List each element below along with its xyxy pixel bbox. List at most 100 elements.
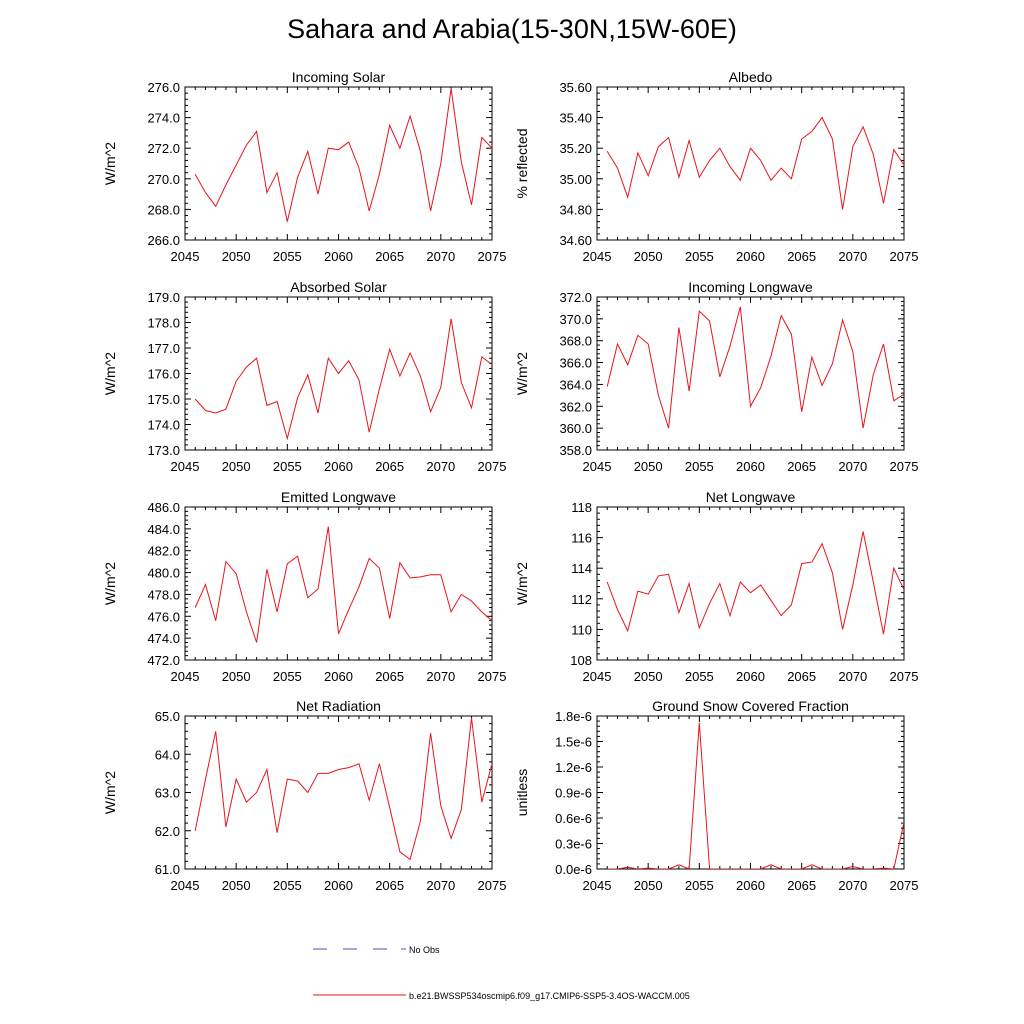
x-tick-label: 2065 [375, 249, 404, 264]
y-tick-label: 35.60 [559, 80, 592, 95]
x-tick-label: 2070 [838, 249, 867, 264]
panel-albedo: 2045 2050 2055 2060 2065 2070 2075 34.60 34.80 35… [514, 69, 918, 264]
y-tick-label: 177.0 [147, 341, 180, 356]
y-tick-label: 61.0 [155, 862, 180, 877]
y-tick-label: 1.8e-6 [555, 709, 592, 724]
y-tick-label: 114 [571, 561, 592, 576]
x-tick-label: 2075 [478, 669, 507, 684]
y-axis-label: W/m^2 [102, 142, 118, 185]
y-tick-label: 474.0 [147, 631, 180, 646]
y-tick-label: 174.0 [147, 418, 180, 433]
x-tick-label: 2075 [890, 459, 919, 474]
x-tick-label: 2070 [838, 669, 867, 684]
x-tick-label: 2055 [273, 669, 302, 684]
plot-frame [184, 506, 493, 661]
series-line [607, 722, 904, 869]
x-tick-label: 2075 [890, 669, 919, 684]
y-tick-label: 0.6e-6 [555, 811, 592, 826]
y-tick-label: 272.0 [147, 141, 180, 156]
x-tick-label: 2055 [685, 459, 714, 474]
y-tick-label: 110 [571, 622, 592, 637]
y-tick-label: 118 [571, 500, 592, 515]
x-tick-label: 2045 [583, 669, 612, 684]
x-tick-label: 2050 [222, 249, 251, 264]
y-axis-label: W/m^2 [102, 352, 118, 395]
y-tick-label: 173.0 [147, 443, 180, 458]
x-tick-label: 2055 [273, 249, 302, 264]
y-tick-label: 360.0 [559, 421, 592, 436]
y-axis-label: W/m^2 [102, 562, 118, 605]
x-tick-label: 2055 [685, 878, 714, 893]
x-tick-label: 2050 [634, 878, 663, 893]
y-tick-label: 486.0 [147, 500, 180, 515]
x-tick-label: 2055 [273, 459, 302, 474]
figure-title: Sahara and Arabia(15-30N,15W-60E) [287, 14, 737, 44]
legend: No Obs b.e21.BWSSP534oscmip6.f09_g17.CMIP… [313, 945, 690, 1001]
y-tick-label: 476.0 [147, 609, 180, 624]
y-tick-label: 116 [571, 531, 592, 546]
plot-frame [184, 715, 493, 870]
x-tick-label: 2055 [685, 669, 714, 684]
x-tick-label: 2045 [171, 459, 200, 474]
y-tick-label: 1.5e-6 [555, 735, 592, 750]
x-tick-label: 2065 [787, 249, 816, 264]
panel-title: Emitted Longwave [281, 489, 396, 505]
legend-model-label: b.e21.BWSSP534oscmip6.f09_g17.CMIP6-SSP5… [409, 991, 690, 1001]
x-tick-label: 2070 [838, 878, 867, 893]
y-tick-label: 35.40 [559, 111, 592, 126]
x-tick-label: 2070 [426, 249, 455, 264]
x-tick-label: 2075 [478, 878, 507, 893]
y-tick-label: 364.0 [559, 377, 592, 392]
x-tick-label: 2045 [583, 459, 612, 474]
x-tick-label: 2060 [324, 878, 353, 893]
y-tick-label: 108 [570, 653, 592, 668]
x-tick-label: 2060 [736, 669, 765, 684]
y-tick-label: 370.0 [559, 312, 592, 327]
x-tick-label: 2045 [583, 249, 612, 264]
series-line [606, 116, 904, 210]
x-tick-label: 2050 [222, 669, 251, 684]
panel-title: Net Radiation [296, 698, 381, 714]
y-tick-label: 64.0 [155, 747, 180, 762]
y-tick-label: 175.0 [147, 392, 180, 407]
panel-title: Ground Snow Covered Fraction [652, 698, 849, 714]
y-axis-label: W/m^2 [514, 562, 530, 605]
y-tick-label: 480.0 [147, 566, 180, 581]
series-line [606, 531, 904, 635]
plot-frame [596, 715, 905, 870]
panel-title: Net Longwave [706, 489, 796, 505]
x-tick-label: 2075 [890, 249, 919, 264]
x-tick-label: 2055 [685, 249, 714, 264]
x-tick-label: 2050 [222, 459, 251, 474]
y-tick-label: 1.2e-6 [555, 760, 592, 775]
x-tick-label: 2060 [736, 459, 765, 474]
x-tick-label: 2075 [890, 878, 919, 893]
panel-incoming-longwave: 2045 2050 2055 2060 2065 2070 2075 358.0 360.0 36… [514, 279, 918, 474]
plot-frame [596, 506, 905, 661]
x-tick-label: 2050 [634, 459, 663, 474]
series-line [194, 717, 492, 861]
x-tick-label: 2050 [634, 669, 663, 684]
y-tick-label: 63.0 [155, 786, 180, 801]
panel-net-longwave: 2045 2050 2055 2060 2065 2070 2075 108 110 112 114… [514, 489, 918, 684]
x-tick-label: 2065 [787, 878, 816, 893]
x-tick-label: 2065 [787, 669, 816, 684]
y-tick-label: 35.20 [559, 141, 592, 156]
x-tick-label: 2045 [171, 878, 200, 893]
y-tick-label: 0.0e-6 [555, 862, 592, 877]
y-axis-label: % reflected [514, 128, 530, 198]
y-axis-label: unitless [514, 769, 530, 816]
y-tick-label: 34.80 [559, 202, 592, 217]
x-tick-label: 2045 [583, 878, 612, 893]
y-tick-label: 358.0 [559, 443, 592, 458]
y-tick-label: 178.0 [147, 316, 180, 331]
y-tick-label: 270.0 [147, 172, 180, 187]
x-tick-label: 2045 [171, 669, 200, 684]
y-tick-label: 362.0 [559, 399, 592, 414]
series-line [194, 318, 492, 441]
x-tick-label: 2070 [426, 459, 455, 474]
panel-net-radiation: 2045 2050 2055 2060 2065 2070 2075 61.0 62.0 63.0… [102, 698, 506, 893]
x-tick-label: 2065 [375, 878, 404, 893]
x-tick-label: 2065 [787, 459, 816, 474]
y-tick-label: 0.3e-6 [555, 837, 592, 852]
